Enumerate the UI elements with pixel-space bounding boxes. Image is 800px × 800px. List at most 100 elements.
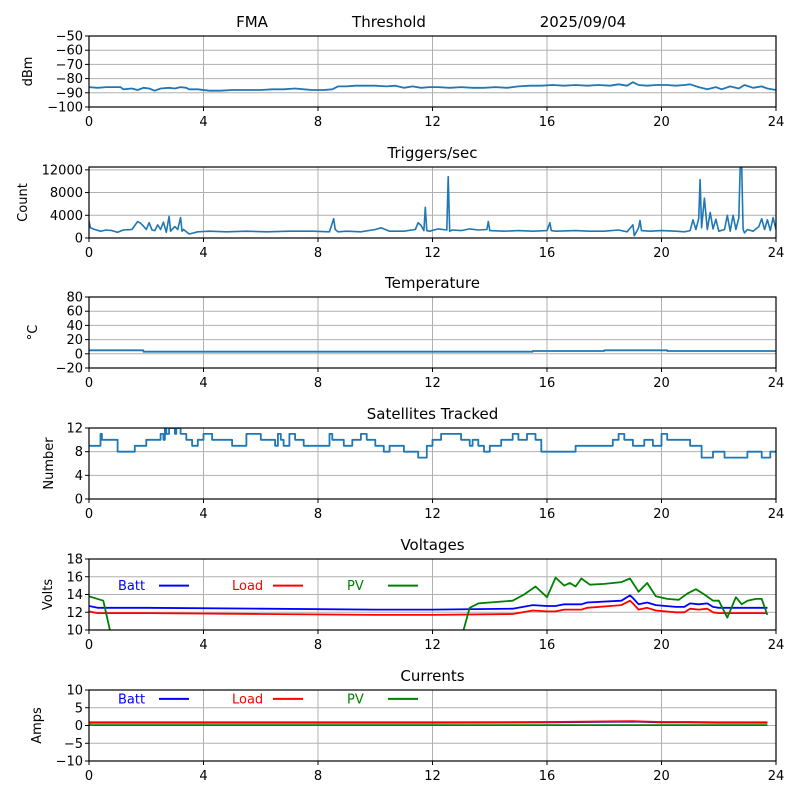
header-site: FMA: [236, 13, 269, 31]
x-tick-label: 0: [85, 115, 93, 130]
y-tick-label: 0: [75, 493, 83, 508]
y-axis-label: Volts: [41, 579, 56, 611]
chart-panel-currents: 0 4 8 12 16 20 24 −10 −5 0 5 10 Amps Currents Batt Load…: [30, 667, 784, 784]
x-tick-label: 20: [653, 115, 670, 130]
x-tick-label: 20: [653, 769, 670, 784]
y-tick-label: −80: [56, 72, 83, 87]
x-tick-label: 24: [768, 246, 785, 261]
x-tick-label: 24: [768, 769, 785, 784]
x-tick-label: 20: [653, 376, 670, 391]
x-tick-label: 0: [85, 246, 93, 261]
y-tick-label: 12: [66, 606, 83, 621]
y-tick-label: 20: [66, 333, 83, 348]
x-tick-label: 4: [199, 769, 207, 784]
y-tick-label: −90: [56, 86, 83, 101]
x-tick-label: 4: [199, 246, 207, 261]
x-tick-label: 8: [314, 246, 322, 261]
x-tick-label: 16: [539, 507, 556, 522]
x-tick-label: 4: [199, 376, 207, 391]
x-tick-label: 12: [424, 376, 441, 391]
y-axis-label: Amps: [30, 707, 45, 744]
y-tick-label: 18: [66, 553, 83, 568]
series-line-load: [89, 720, 768, 724]
x-tick-label: 24: [768, 507, 785, 522]
header-date: 2025/09/04: [540, 13, 626, 31]
x-tick-label: 4: [199, 507, 207, 522]
y-tick-label: 12000: [42, 163, 83, 178]
y-axis-label: °C: [26, 325, 41, 341]
x-tick-label: 16: [539, 769, 556, 784]
figure-header: FMA Threshold 2025/09/04: [236, 13, 626, 31]
x-tick-label: 0: [85, 769, 93, 784]
x-tick-label: 24: [768, 638, 785, 653]
series-line-load: [89, 599, 768, 616]
x-tick-label: 12: [424, 638, 441, 653]
y-tick-label: 8: [75, 445, 83, 460]
x-tick-label: 20: [653, 507, 670, 522]
y-tick-label: 40: [66, 319, 83, 334]
x-tick-label: 8: [314, 376, 322, 391]
x-tick-label: 8: [314, 507, 322, 522]
y-tick-label: 10: [66, 624, 83, 639]
y-tick-label: 14: [66, 588, 83, 603]
chart-title: Currents: [400, 667, 464, 685]
chart-title: Triggers/sec: [387, 144, 478, 162]
y-tick-label: 80: [66, 291, 83, 306]
legend-label-pv: PV: [347, 579, 364, 594]
x-tick-label: 16: [539, 115, 556, 130]
x-tick-label: 12: [424, 507, 441, 522]
chart-panel-satellites: 0 4 8 12 16 20 24 0 4 8 12 Number Satellites Tracked: [42, 405, 784, 522]
series-line-satellites: [89, 428, 776, 459]
chart-panel-voltages: 0 4 8 12 16 20 24 10 12 14 16 18 Volts Voltages Batt Lo…: [41, 536, 784, 653]
header-mode: Threshold: [351, 13, 426, 31]
legend-label-batt: Batt: [118, 579, 145, 594]
legend-label-pv: PV: [347, 692, 364, 707]
x-tick-label: 20: [653, 638, 670, 653]
y-tick-label: −5: [64, 737, 83, 752]
series-line-rssi: [89, 81, 776, 92]
y-tick-label: 0: [75, 232, 83, 247]
x-tick-label: 0: [85, 507, 93, 522]
x-tick-label: 12: [424, 246, 441, 261]
chart-title: Temperature: [384, 274, 480, 292]
x-tick-label: 0: [85, 638, 93, 653]
y-tick-label: 60: [66, 305, 83, 320]
chart-title: Satellites Tracked: [367, 405, 498, 423]
legend-label-load: Load: [232, 692, 263, 707]
x-tick-label: 16: [539, 376, 556, 391]
series-line-batt: [89, 594, 768, 611]
y-tick-label: 0: [75, 347, 83, 362]
x-tick-label: 8: [314, 638, 322, 653]
x-tick-label: 8: [314, 115, 322, 130]
y-tick-label: 10: [66, 684, 83, 699]
legend-label-batt: Batt: [118, 692, 145, 707]
x-tick-label: 16: [539, 638, 556, 653]
x-tick-label: 4: [199, 115, 207, 130]
y-tick-label: −20: [56, 362, 83, 377]
y-tick-label: −10: [56, 755, 83, 770]
y-tick-label: 8000: [50, 186, 83, 201]
y-axis-label: Count: [16, 183, 31, 222]
y-tick-label: −70: [56, 58, 83, 73]
chart-title: Voltages: [400, 536, 464, 554]
x-tick-label: 12: [424, 769, 441, 784]
y-tick-label: 0: [75, 719, 83, 734]
series-line-triggers: [89, 167, 776, 237]
series-line-pv: [89, 576, 769, 630]
x-tick-label: 8: [314, 769, 322, 784]
y-tick-label: 4000: [50, 209, 83, 224]
y-axis-label: dBm: [21, 57, 36, 87]
y-tick-label: −100: [47, 101, 83, 116]
x-tick-label: 20: [653, 246, 670, 261]
x-tick-label: 0: [85, 376, 93, 391]
y-tick-label: 4: [75, 469, 83, 484]
x-tick-label: 24: [768, 115, 785, 130]
x-tick-label: 24: [768, 376, 785, 391]
chart-panel-rssi: 0 4 8 12 16 20 24 −100−90−80−70−60−50 dBm: [21, 30, 784, 131]
y-tick-label: −50: [56, 30, 83, 45]
x-tick-label: 16: [539, 246, 556, 261]
y-tick-label: 16: [66, 570, 83, 585]
series-line-temperature: [89, 349, 776, 353]
